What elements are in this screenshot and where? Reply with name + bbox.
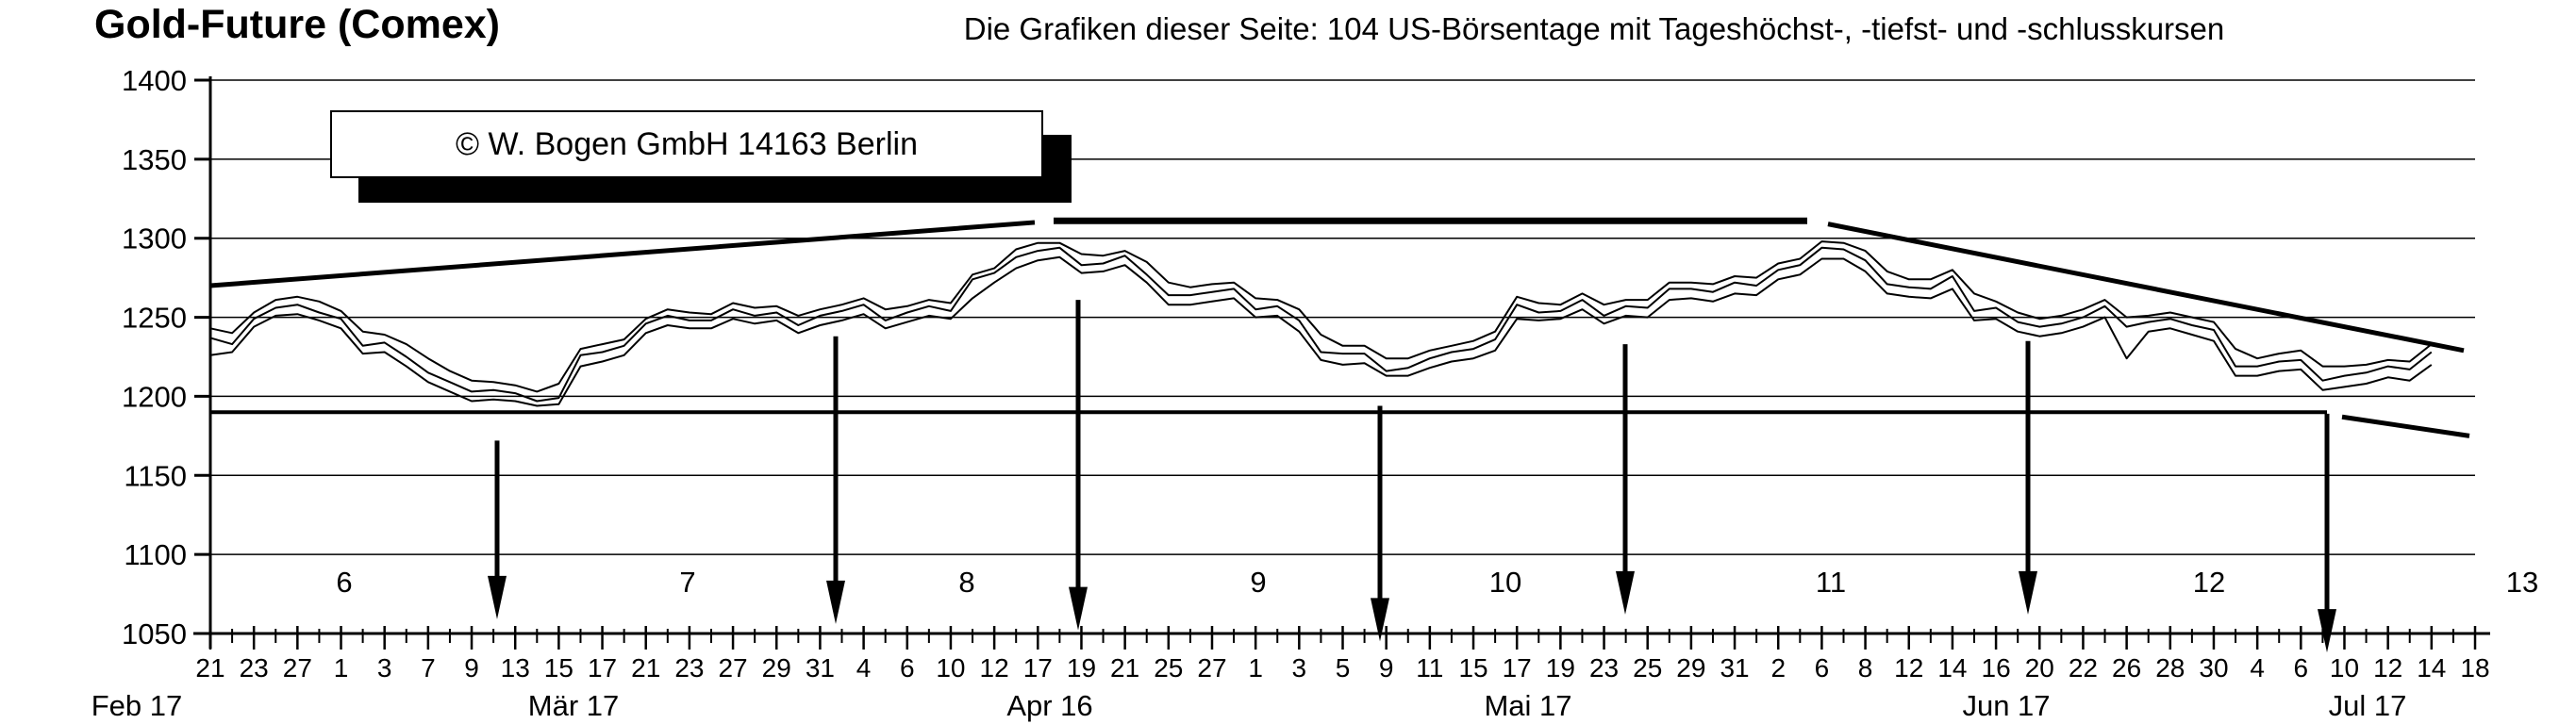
y-tick-label: 1300 — [122, 222, 187, 255]
phase-label: 8 — [958, 566, 974, 599]
declining-trendline — [1827, 222, 2465, 354]
page-title: Gold-Future (Comex) — [94, 2, 500, 47]
x-day-label: 12 — [1894, 653, 1923, 683]
x-day-label: 7 — [421, 653, 436, 683]
y-tick-label: 1100 — [124, 538, 187, 571]
x-day-label: 19 — [1067, 653, 1096, 683]
signal-arrow-head — [1069, 586, 1088, 631]
close-line — [209, 246, 2433, 403]
y-tick-label: 1050 — [122, 617, 187, 650]
phase-label: 12 — [2193, 566, 2225, 599]
y-tick-label: 1150 — [124, 459, 187, 492]
high-line — [209, 240, 2433, 393]
x-day-label: 25 — [1154, 653, 1183, 683]
breakdown-line — [2341, 414, 2470, 438]
x-day-label: 12 — [2373, 653, 2402, 683]
month-label: Jun 17 — [1962, 689, 2050, 722]
x-day-label: 16 — [1982, 653, 2011, 683]
month-label: Mai 17 — [1484, 689, 1571, 722]
phase-label: 13 — [2506, 566, 2538, 599]
x-day-label: 31 — [806, 653, 835, 683]
x-day-label: 9 — [464, 653, 479, 683]
x-day-label: 18 — [2460, 653, 2489, 683]
x-day-label: 6 — [1815, 653, 1830, 683]
x-day-label: 22 — [2069, 653, 2098, 683]
low-line — [209, 255, 2433, 407]
x-day-label: 4 — [2250, 653, 2265, 683]
x-day-label: 17 — [1023, 653, 1053, 683]
x-day-label: 20 — [2025, 653, 2054, 683]
phase-label: 6 — [336, 566, 352, 599]
x-day-label: 4 — [856, 653, 872, 683]
x-day-label: 21 — [195, 653, 224, 683]
phase-label: 7 — [679, 566, 695, 599]
phase-label: 10 — [1489, 566, 1521, 599]
y-tick-label: 1350 — [122, 143, 187, 176]
x-day-label: 15 — [1458, 653, 1487, 683]
x-day-label: 3 — [377, 653, 392, 683]
signal-arrow-head — [826, 580, 845, 624]
x-day-label: 10 — [936, 653, 965, 683]
signal-arrow-head — [488, 575, 507, 619]
x-day-label: 14 — [2417, 653, 2446, 683]
x-day-label: 25 — [1633, 653, 1662, 683]
x-day-label: 19 — [1546, 653, 1575, 683]
copyright-box: © W. Bogen GmbH 14163 Berlin — [330, 110, 1043, 178]
x-day-label: 23 — [240, 653, 269, 683]
x-day-label: 13 — [501, 653, 530, 683]
chart-subtitle: Die Grafiken dieser Seite: 104 US-Börsen… — [963, 11, 2225, 46]
x-day-label: 17 — [1503, 653, 1532, 683]
month-label: Mär 17 — [528, 689, 619, 722]
x-day-label: 23 — [674, 653, 704, 683]
x-day-label: 21 — [1110, 653, 1139, 683]
x-day-label: 8 — [1858, 653, 1873, 683]
x-day-label: 28 — [2155, 653, 2185, 683]
x-day-label: 23 — [1589, 653, 1619, 683]
x-day-label: 1 — [334, 653, 349, 683]
phase-label: 9 — [1250, 566, 1266, 599]
x-day-label: 30 — [2199, 653, 2228, 683]
x-day-label: 29 — [762, 653, 791, 683]
x-day-label: 29 — [1676, 653, 1705, 683]
signal-arrow-head — [2318, 609, 2336, 653]
y-tick-label: 1400 — [122, 64, 187, 97]
x-day-label: 27 — [718, 653, 747, 683]
x-day-label: 9 — [1379, 653, 1394, 683]
y-tick-label: 1200 — [122, 380, 187, 413]
signal-arrow-head — [1616, 570, 1635, 615]
y-tick-label: 1250 — [122, 302, 187, 335]
x-day-label: 1 — [1248, 653, 1263, 683]
signal-arrow-head — [2019, 570, 2037, 615]
phase-label: 11 — [1816, 566, 1846, 599]
month-label: Feb 17 — [91, 689, 183, 722]
month-label: Apr 16 — [1006, 689, 1092, 722]
x-day-label: 27 — [283, 653, 312, 683]
x-day-label: 15 — [544, 653, 573, 683]
x-day-label: 5 — [1336, 653, 1351, 683]
x-day-label: 21 — [631, 653, 660, 683]
x-day-label: 11 — [1416, 653, 1443, 683]
x-day-label: 12 — [980, 653, 1009, 683]
x-day-label: 31 — [1720, 653, 1749, 683]
x-day-label: 6 — [2294, 653, 2309, 683]
month-label: Jul 17 — [2329, 689, 2407, 722]
x-day-label: 10 — [2330, 653, 2359, 683]
x-day-label: 6 — [900, 653, 915, 683]
x-day-label: 2 — [1770, 653, 1786, 683]
copyright-text: © W. Bogen GmbH 14163 Berlin — [456, 125, 918, 162]
x-day-label: 27 — [1197, 653, 1226, 683]
signal-arrow-head — [1371, 598, 1389, 642]
x-day-label: 26 — [2112, 653, 2141, 683]
rising-trendline — [209, 220, 1036, 288]
x-day-label: 14 — [1937, 653, 1967, 683]
x-day-label: 3 — [1292, 653, 1307, 683]
x-day-label: 17 — [588, 653, 617, 683]
